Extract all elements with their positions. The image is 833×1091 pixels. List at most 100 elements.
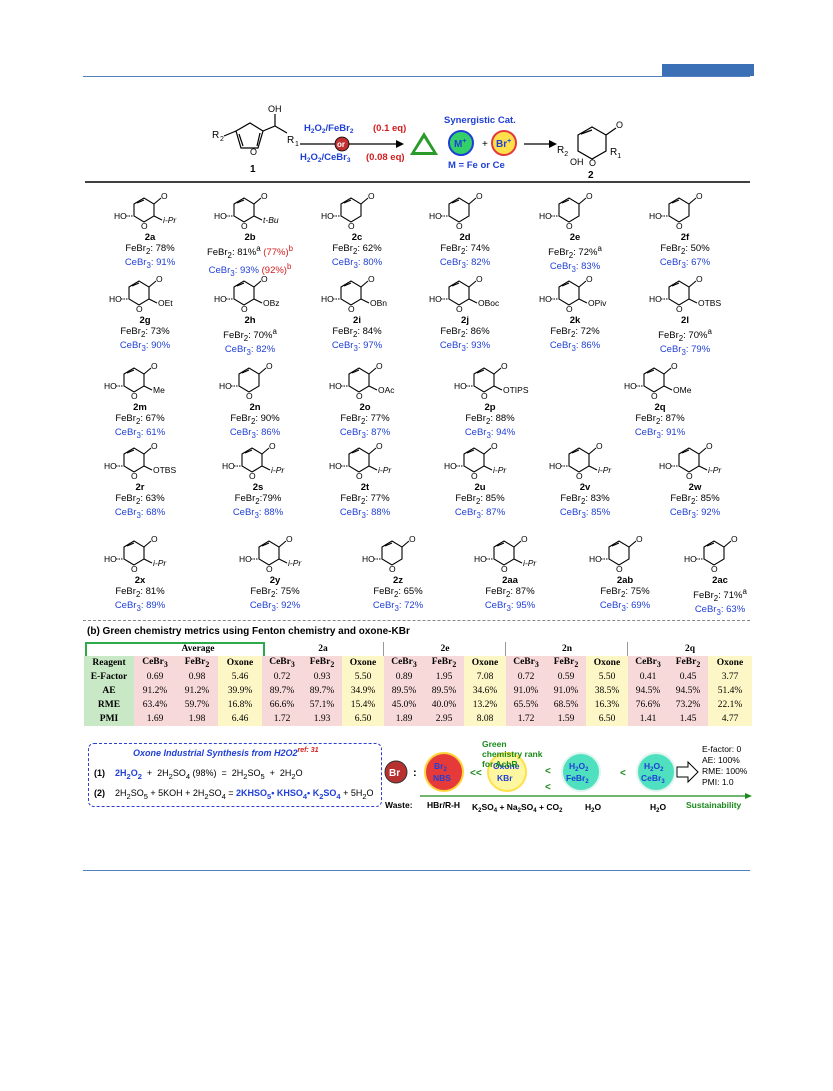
cebr3-yield: CeBr3: 83% (549, 261, 601, 274)
svg-text:HO: HO (454, 381, 467, 391)
svg-text:O: O (141, 221, 148, 231)
compound-id: 2ab (616, 575, 634, 586)
structure-2x: O O HO i-Pr (104, 534, 167, 574)
svg-text:O: O (131, 391, 138, 401)
col-FeBr2: FeBr2 (546, 656, 586, 670)
structure-2r: O O HO OTBS (104, 441, 176, 481)
scheme-OH-start: OH (268, 104, 282, 114)
cebr3-yield: CeBr3: 68% (114, 506, 166, 520)
svg-text:t-Bu: t-Bu (263, 215, 279, 225)
compound-2ac: 2ac FeBr2: 71%a CeBr3: 63% (660, 575, 780, 618)
structure-2aa: O O HO i-Pr (474, 534, 537, 574)
febr2-yield: FeBr2: 77% (340, 413, 390, 426)
compound-id: 2m (133, 402, 147, 413)
svg-text:O: O (269, 441, 276, 451)
svg-text:O: O (471, 471, 478, 481)
svg-text:i-Pr: i-Pr (153, 558, 167, 568)
svg-text:OPiv: OPiv (588, 298, 607, 308)
svg-text:O: O (356, 391, 363, 401)
svg-text:O: O (586, 274, 593, 284)
svg-text:O: O (456, 304, 463, 314)
febr2-yield: FeBr2: 87% (485, 586, 535, 599)
col-CeBr3: CeBr3 (134, 656, 176, 670)
svg-text:O: O (376, 361, 383, 371)
compound-id: 2v (579, 482, 591, 493)
svg-text:HO: HO (649, 211, 662, 221)
compound-id: 2n (249, 402, 261, 413)
metric-cell: 6.50 (586, 712, 628, 726)
febr2-yield: FeBr2: 67% (115, 413, 165, 426)
metrics-table: Average 2a 2e 2n 2q Reagent CeBr3 FeBr2 Oxone Ce… (84, 642, 752, 726)
cebr3-yield: CeBr3: 63% (694, 604, 746, 617)
group-2q: 2q (684, 644, 696, 654)
structure-2g: O O HO OEt (109, 274, 173, 314)
svg-text:(0.1 eq): (0.1 eq) (373, 123, 406, 134)
compound-2f: 2f FeBr2: 50% CeBr3: 67% (625, 232, 745, 271)
cebr3-yield: CeBr3: 86% (549, 339, 601, 353)
structure-2u: O O HO i-Pr (444, 441, 507, 481)
col-Oxone: Oxone (586, 656, 628, 670)
svg-text:H2O: H2O (650, 802, 666, 814)
cat-note: M = Fe or Ce (448, 160, 505, 171)
febr2-yield: FeBr2: 63% (115, 493, 165, 506)
structure-2c: O O HO (321, 191, 375, 231)
structure-2h: O O HO OBz (214, 274, 280, 314)
main-scheme: O R 2 OH R 1 1 H2O2/FeBr2 (0.1 eq) or H2… (85, 104, 750, 183)
metric-row-PMI: PMI 1.69 1.98 6.46 1.72 1.93 6.50 1.89 2.95 8.08 1… (84, 712, 752, 726)
compound-id: 2c (351, 232, 363, 243)
svg-text:HO: HO (214, 294, 227, 304)
structure-2ab: O O HO (589, 534, 643, 574)
svg-text:i-Pr: i-Pr (288, 558, 302, 568)
cebr3-yield: CeBr3: 86% (229, 426, 281, 440)
svg-text:HO: HO (444, 461, 457, 471)
svg-text:HO: HO (624, 381, 637, 391)
oxone-synthesis-box (88, 743, 382, 807)
svg-text:i-Pr: i-Pr (523, 558, 537, 568)
svg-text:O: O (686, 471, 693, 481)
metric-row-RME: RME 63.4% 59.7% 16.8% 66.6% 57.1% 15.4% 45.0% 40… (84, 698, 752, 712)
compound-id: 2q (654, 402, 666, 413)
compound-id: 2b (244, 232, 256, 243)
metric-cell: 0.41 (628, 670, 668, 684)
svg-text:HO: HO (684, 554, 697, 564)
svg-text:O: O (589, 158, 596, 168)
svg-text:O: O (409, 534, 416, 544)
oxone-eq2: (2) 2H2SO5 + 5KOH + 2H2SO4 = 2KHSO5• KHS… (94, 788, 374, 801)
svg-text:O: O (676, 221, 683, 231)
svg-text:Green: Green (482, 739, 507, 749)
svg-text:OBoc: OBoc (478, 298, 500, 308)
svg-text:HO: HO (429, 294, 442, 304)
svg-text:O: O (501, 361, 508, 371)
cebr3-yield: CeBr3: 80% (331, 256, 383, 270)
svg-text:HO: HO (104, 461, 117, 471)
metric-cell: 89.7% (302, 684, 342, 698)
svg-text:O: O (151, 534, 158, 544)
compound-id: 2k (569, 315, 581, 326)
metric-cell: 34.9% (342, 684, 384, 698)
metric-cell: 16.3% (586, 698, 628, 712)
febr2-yield: FeBr2: 74% (440, 243, 490, 256)
metric-cell: 1.98 (176, 712, 218, 726)
metal-bubble (448, 130, 474, 156)
metric-cell: 94.5% (628, 684, 668, 698)
metric-cell: 68.5% (546, 698, 586, 712)
svg-text:O: O (376, 441, 383, 451)
compound-id: 2x (134, 575, 146, 586)
cebr3-yield: CeBr3: 85% (559, 506, 611, 520)
svg-text:O: O (566, 304, 573, 314)
svg-text:O: O (706, 441, 713, 451)
febr2-yield: FeBr2:79% (234, 493, 282, 506)
svg-text:R2: R2 (557, 145, 568, 158)
svg-text:OTBS: OTBS (698, 298, 721, 308)
cebr3-yield: CeBr3: 92% (249, 599, 301, 613)
compound-id: 2o (359, 402, 371, 413)
svg-text:O: O (481, 391, 488, 401)
metric-cell: 0.45 (668, 670, 708, 684)
svg-text:H2O2: H2O2 (644, 761, 664, 773)
col-Oxone: Oxone (464, 656, 506, 670)
svg-text:chemistry rank: chemistry rank (482, 749, 543, 759)
metric-row-E-Factor: E-Factor 0.69 0.98 5.46 0.72 0.93 5.50 0.89 1.95… (84, 670, 752, 684)
svg-text:HO: HO (321, 211, 334, 221)
metric-cell: 38.5% (586, 684, 628, 698)
col-Oxone: Oxone (218, 656, 262, 670)
